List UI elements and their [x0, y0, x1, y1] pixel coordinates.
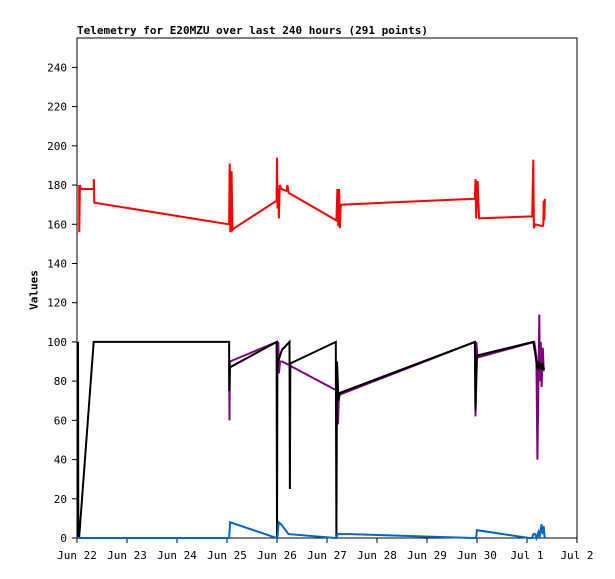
y-tick-label: 60	[54, 414, 67, 427]
x-tick-label: Jun 28	[357, 549, 397, 562]
x-tick-label: Jun 24	[157, 549, 197, 562]
x-tick-label: Jun 23	[107, 549, 147, 562]
series-line-0	[78, 157, 546, 233]
y-tick-label: 240	[47, 61, 67, 74]
y-tick-label: 100	[47, 336, 67, 349]
y-tick-label: 160	[47, 218, 67, 231]
x-tick-label: Jun 29	[407, 549, 447, 562]
y-tick-label: 200	[47, 140, 67, 153]
chart-title: Telemetry for E20MZU over last 240 hours…	[77, 24, 428, 37]
y-axis: 0 20 40 60 80 100 120 140 160 180 200 220 240	[47, 61, 77, 545]
y-tick-label: 180	[47, 179, 67, 192]
y-tick-label: 80	[54, 375, 67, 388]
x-tick-label: Jun 30	[457, 549, 497, 562]
y-tick-label: 40	[54, 454, 67, 467]
x-tick-label: Jul 1	[510, 549, 543, 562]
plot-frame	[76, 37, 578, 539]
y-tick-label: 20	[54, 493, 67, 506]
series-layer	[77, 157, 546, 542]
x-tick-label: Jun 26	[257, 549, 297, 562]
x-tick-label: Jul 2	[560, 549, 593, 562]
x-tick-label: Jun 27	[307, 549, 347, 562]
y-tick-label: 140	[47, 257, 67, 270]
x-axis: Jun 22 Jun 23 Jun 24 Jun 25 Jun 26 Jun 27 Jun …	[57, 538, 594, 562]
x-tick-label: Jun 25	[207, 549, 247, 562]
y-tick-label: 120	[47, 297, 67, 310]
x-tick-label: Jun 22	[57, 549, 97, 562]
series-line-3	[77, 520, 546, 542]
y-tick-label: 220	[47, 101, 67, 114]
y-tick-label: 0	[60, 532, 67, 545]
